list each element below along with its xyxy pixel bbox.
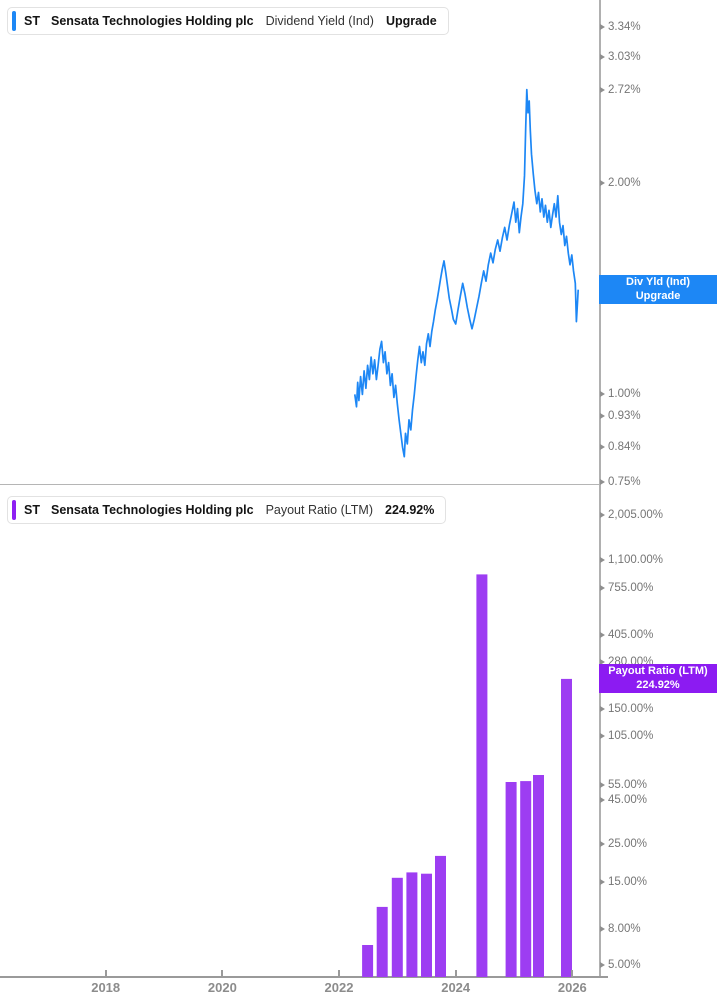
ticker-symbol: ST [24,503,40,517]
badge-value-label: Upgrade [635,289,681,302]
payout-ratio-y-tick-marker [600,511,605,518]
payout-ratio-bar[interactable] [362,945,374,977]
payout-ratio-bar[interactable] [533,775,544,977]
dividend-yield-plot-area[interactable] [0,0,599,484]
series-color-stripe [12,500,16,520]
dividend-yield-y-tick-marker [600,479,605,485]
badge-metric-label: Payout Ratio (LTM) [608,665,708,678]
payout-ratio-y-tick-marker [600,926,605,933]
x-tick-label-2020: 2020 [207,980,237,995]
dividend-yield-y-tick-label: 0.75% [608,476,641,488]
payout-ratio-axis-badge[interactable]: Payout Ratio (LTM) 224.92% [599,664,717,694]
payout-ratio-y-tick-label: 755.00% [608,582,654,595]
company-name: Sensata Technologies Holding plc [50,503,254,517]
payout-ratio-y-tick-label: 150.00% [608,703,654,716]
dividend-yield-y-tick-label: 2.00% [608,177,641,190]
payout-ratio-y-tick-label: 8.00% [608,923,641,936]
dividend-yield-y-tick-label: 2.72% [608,83,641,96]
payout-ratio-y-tick-marker [600,781,605,788]
payout-ratio-y-tick-label: 405.00% [608,628,654,641]
payout-ratio-y-tick-label: 2,005.00% [608,508,663,521]
x-tick-mark [454,970,457,977]
payout-ratio-y-tick-label: 1,100.00% [608,553,663,566]
dividend-yield-y-tick-label: 0.93% [608,410,641,423]
dividend-yield-y-tick-label: 3.03% [608,50,641,63]
payout-ratio-y-tick-marker [600,733,605,740]
x-tick-label-2018: 2018 [91,980,121,995]
dividend-yield-y-tick-marker [600,24,605,30]
payout-ratio-bar[interactable] [561,678,572,977]
payout-ratio-y-tick-label: 25.00% [608,837,648,850]
payout-ratio-bar[interactable] [406,872,418,977]
payout-ratio-bar[interactable] [376,906,388,977]
payout-ratio-header-chip[interactable]: ST Sensata Technologies Holding plc Payo… [7,496,447,524]
metric-name: Payout Ratio (LTM) [265,503,374,517]
metric-current-value: 224.92% [385,503,435,517]
x-tick-mark [221,970,224,977]
badge-value-label: 224.92% [636,678,680,691]
payout-ratio-y-tick-marker [600,659,605,666]
payout-ratio-bar[interactable] [421,873,432,977]
dividend-yield-y-tick-label: 3.34% [608,21,641,33]
x-tick-mark [104,970,107,977]
dividend-yield-y-tick-marker [600,413,605,420]
panel-divider [0,484,599,485]
dividend-yield-y-tick-marker [600,391,605,398]
payout-ratio-bar[interactable] [391,877,403,977]
payout-ratio-y-tick-marker [600,585,605,592]
dividend-yield-y-tick-marker [600,53,605,60]
payout-ratio-y-tick-label: 55.00% [608,778,648,791]
payout-ratio-y-tick-label: 5.00% [608,958,641,971]
payout-ratio-y-tick-marker [600,631,605,638]
series-color-stripe [12,11,16,31]
dividend-yield-header-chip[interactable]: ST Sensata Technologies Holding plc Divi… [7,7,449,35]
payout-ratio-y-tick-label: 45.00% [608,793,648,806]
payout-ratio-bar[interactable] [435,855,446,977]
metric-name: Dividend Yield (Ind) [265,14,374,28]
payout-ratio-bar[interactable] [520,781,532,977]
payout-ratio-plot-area[interactable] [0,485,599,977]
badge-metric-label: Div Yld (Ind) [626,276,690,289]
payout-ratio-y-tick-marker [600,706,605,713]
dividend-yield-axis-badge[interactable]: Div Yld (Ind) Upgrade [599,275,717,305]
dividend-yield-y-tick-marker [600,86,605,93]
payout-ratio-y-tick-marker [600,879,605,886]
company-name: Sensata Technologies Holding plc [50,14,254,28]
dividend-yield-y-tick-marker [600,180,605,187]
x-tick-label-2022: 2022 [324,980,354,995]
dividend-yield-y-tick-label: 1.00% [608,388,641,401]
dividend-yield-y-tick-marker [600,444,605,451]
payout-ratio-y-tick-marker [600,961,605,968]
x-axis-line [0,976,608,978]
payout-ratio-bar[interactable] [505,782,517,977]
payout-ratio-y-tick-marker [600,796,605,803]
payout-ratio-bar[interactable] [476,574,488,977]
payout-ratio-y-tick-label: 105.00% [608,730,654,743]
x-tick-label-2024: 2024 [441,980,471,995]
right-y-axis-line [599,0,601,977]
payout-ratio-y-tick-label: 15.00% [608,876,648,889]
dividend-yield-line[interactable] [353,88,580,458]
ticker-symbol: ST [24,14,40,28]
x-tick-mark [571,970,574,977]
dividend-yield-y-tick-label: 0.84% [608,441,641,454]
payout-ratio-y-tick-marker [600,556,605,563]
upgrade-link[interactable]: Upgrade [385,14,437,28]
x-tick-mark [338,970,341,977]
payout-ratio-y-tick-marker [600,840,605,847]
x-tick-label-2026: 2026 [557,980,587,995]
